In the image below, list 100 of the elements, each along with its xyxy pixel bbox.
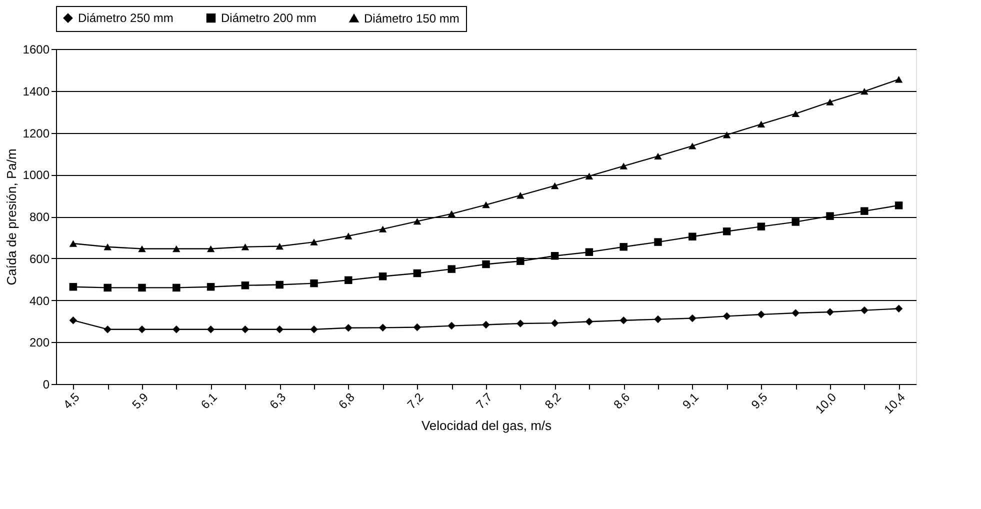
point (206, 282, 215, 291)
point (792, 218, 800, 226)
point (482, 260, 490, 268)
point (620, 242, 628, 251)
point (792, 110, 800, 118)
point (688, 232, 696, 240)
point (482, 320, 490, 329)
x-tick-label: 8,2 (542, 390, 564, 412)
point (860, 88, 868, 95)
point (413, 323, 422, 332)
point (585, 248, 594, 256)
y-tick-label: 0 (42, 378, 50, 392)
x-axis-title: Velocidad del gas, m/s (421, 418, 552, 433)
point (104, 325, 112, 334)
point (620, 162, 628, 170)
point (104, 244, 112, 250)
point (860, 207, 868, 215)
point (448, 322, 456, 330)
point (69, 282, 78, 291)
point (620, 316, 628, 324)
point (344, 232, 352, 240)
point (482, 201, 490, 208)
point (894, 202, 903, 210)
point (344, 324, 352, 332)
y-tick-label: 800 (29, 210, 50, 224)
point (792, 309, 800, 317)
point (276, 325, 284, 334)
point (241, 244, 250, 250)
point (757, 120, 766, 128)
point (448, 210, 456, 218)
x-tick-label: 9,1 (680, 390, 702, 412)
point (413, 218, 422, 225)
point (516, 257, 524, 265)
point (550, 182, 559, 190)
point (688, 314, 696, 322)
point (138, 325, 146, 334)
point (241, 282, 250, 290)
point (310, 238, 318, 246)
point (138, 245, 146, 252)
x-tick-label: 9,5 (748, 390, 770, 412)
y-tick-label: 1400 (22, 84, 50, 98)
point (378, 324, 387, 332)
point (206, 245, 215, 252)
point (894, 76, 903, 83)
legend-label: Diámetro 200 mm (221, 11, 316, 26)
x-tick-label: 7,7 (473, 390, 496, 412)
y-axis-title: Caída de presión, Pa/m (4, 148, 19, 286)
x-tick-label: 7,2 (404, 390, 426, 412)
point (860, 306, 868, 314)
x-tick-label: 5,9 (129, 390, 152, 412)
point (757, 222, 766, 230)
x-tick-label: 4,5 (60, 390, 82, 412)
point (138, 284, 146, 292)
point (413, 269, 422, 278)
point (172, 284, 180, 292)
y-tick-label: 1200 (22, 126, 50, 140)
x-tick-label: 6,1 (198, 390, 220, 412)
legend-label: Diámetro 250 mm (78, 11, 174, 26)
x-tick-label: 10,0 (812, 390, 840, 417)
point (206, 325, 215, 334)
point (826, 212, 834, 220)
point (550, 252, 559, 260)
point (69, 240, 78, 247)
point (516, 320, 524, 328)
point (69, 316, 78, 324)
point (757, 310, 766, 318)
point (344, 276, 352, 284)
point (654, 152, 662, 160)
y-tick-label: 400 (29, 294, 50, 308)
point (826, 98, 834, 106)
point (654, 315, 662, 324)
point (516, 192, 524, 199)
legend-label: Diámetro 150 mm (364, 11, 460, 26)
point (172, 325, 180, 334)
point (378, 272, 387, 280)
x-tick-label: 6,8 (336, 390, 358, 412)
point (310, 325, 318, 334)
point (310, 279, 318, 288)
point (241, 325, 250, 334)
point (688, 142, 696, 150)
point (378, 226, 387, 232)
point (722, 312, 731, 320)
x-tick-label: 8,6 (610, 390, 633, 412)
point (448, 265, 456, 273)
y-tick-label: 200 (29, 336, 50, 350)
point (585, 318, 594, 326)
point (722, 227, 731, 236)
point (550, 319, 559, 327)
point (276, 280, 284, 289)
y-tick-label: 600 (29, 252, 50, 266)
point (172, 245, 180, 252)
point (826, 308, 834, 316)
point (722, 131, 731, 138)
y-tick-label: 1600 (22, 42, 50, 56)
point (585, 172, 594, 180)
point (276, 242, 284, 250)
point (894, 304, 903, 312)
x-tick-label: 6,3 (266, 390, 289, 412)
y-tick-label: 1000 (22, 168, 50, 182)
point (104, 284, 112, 292)
